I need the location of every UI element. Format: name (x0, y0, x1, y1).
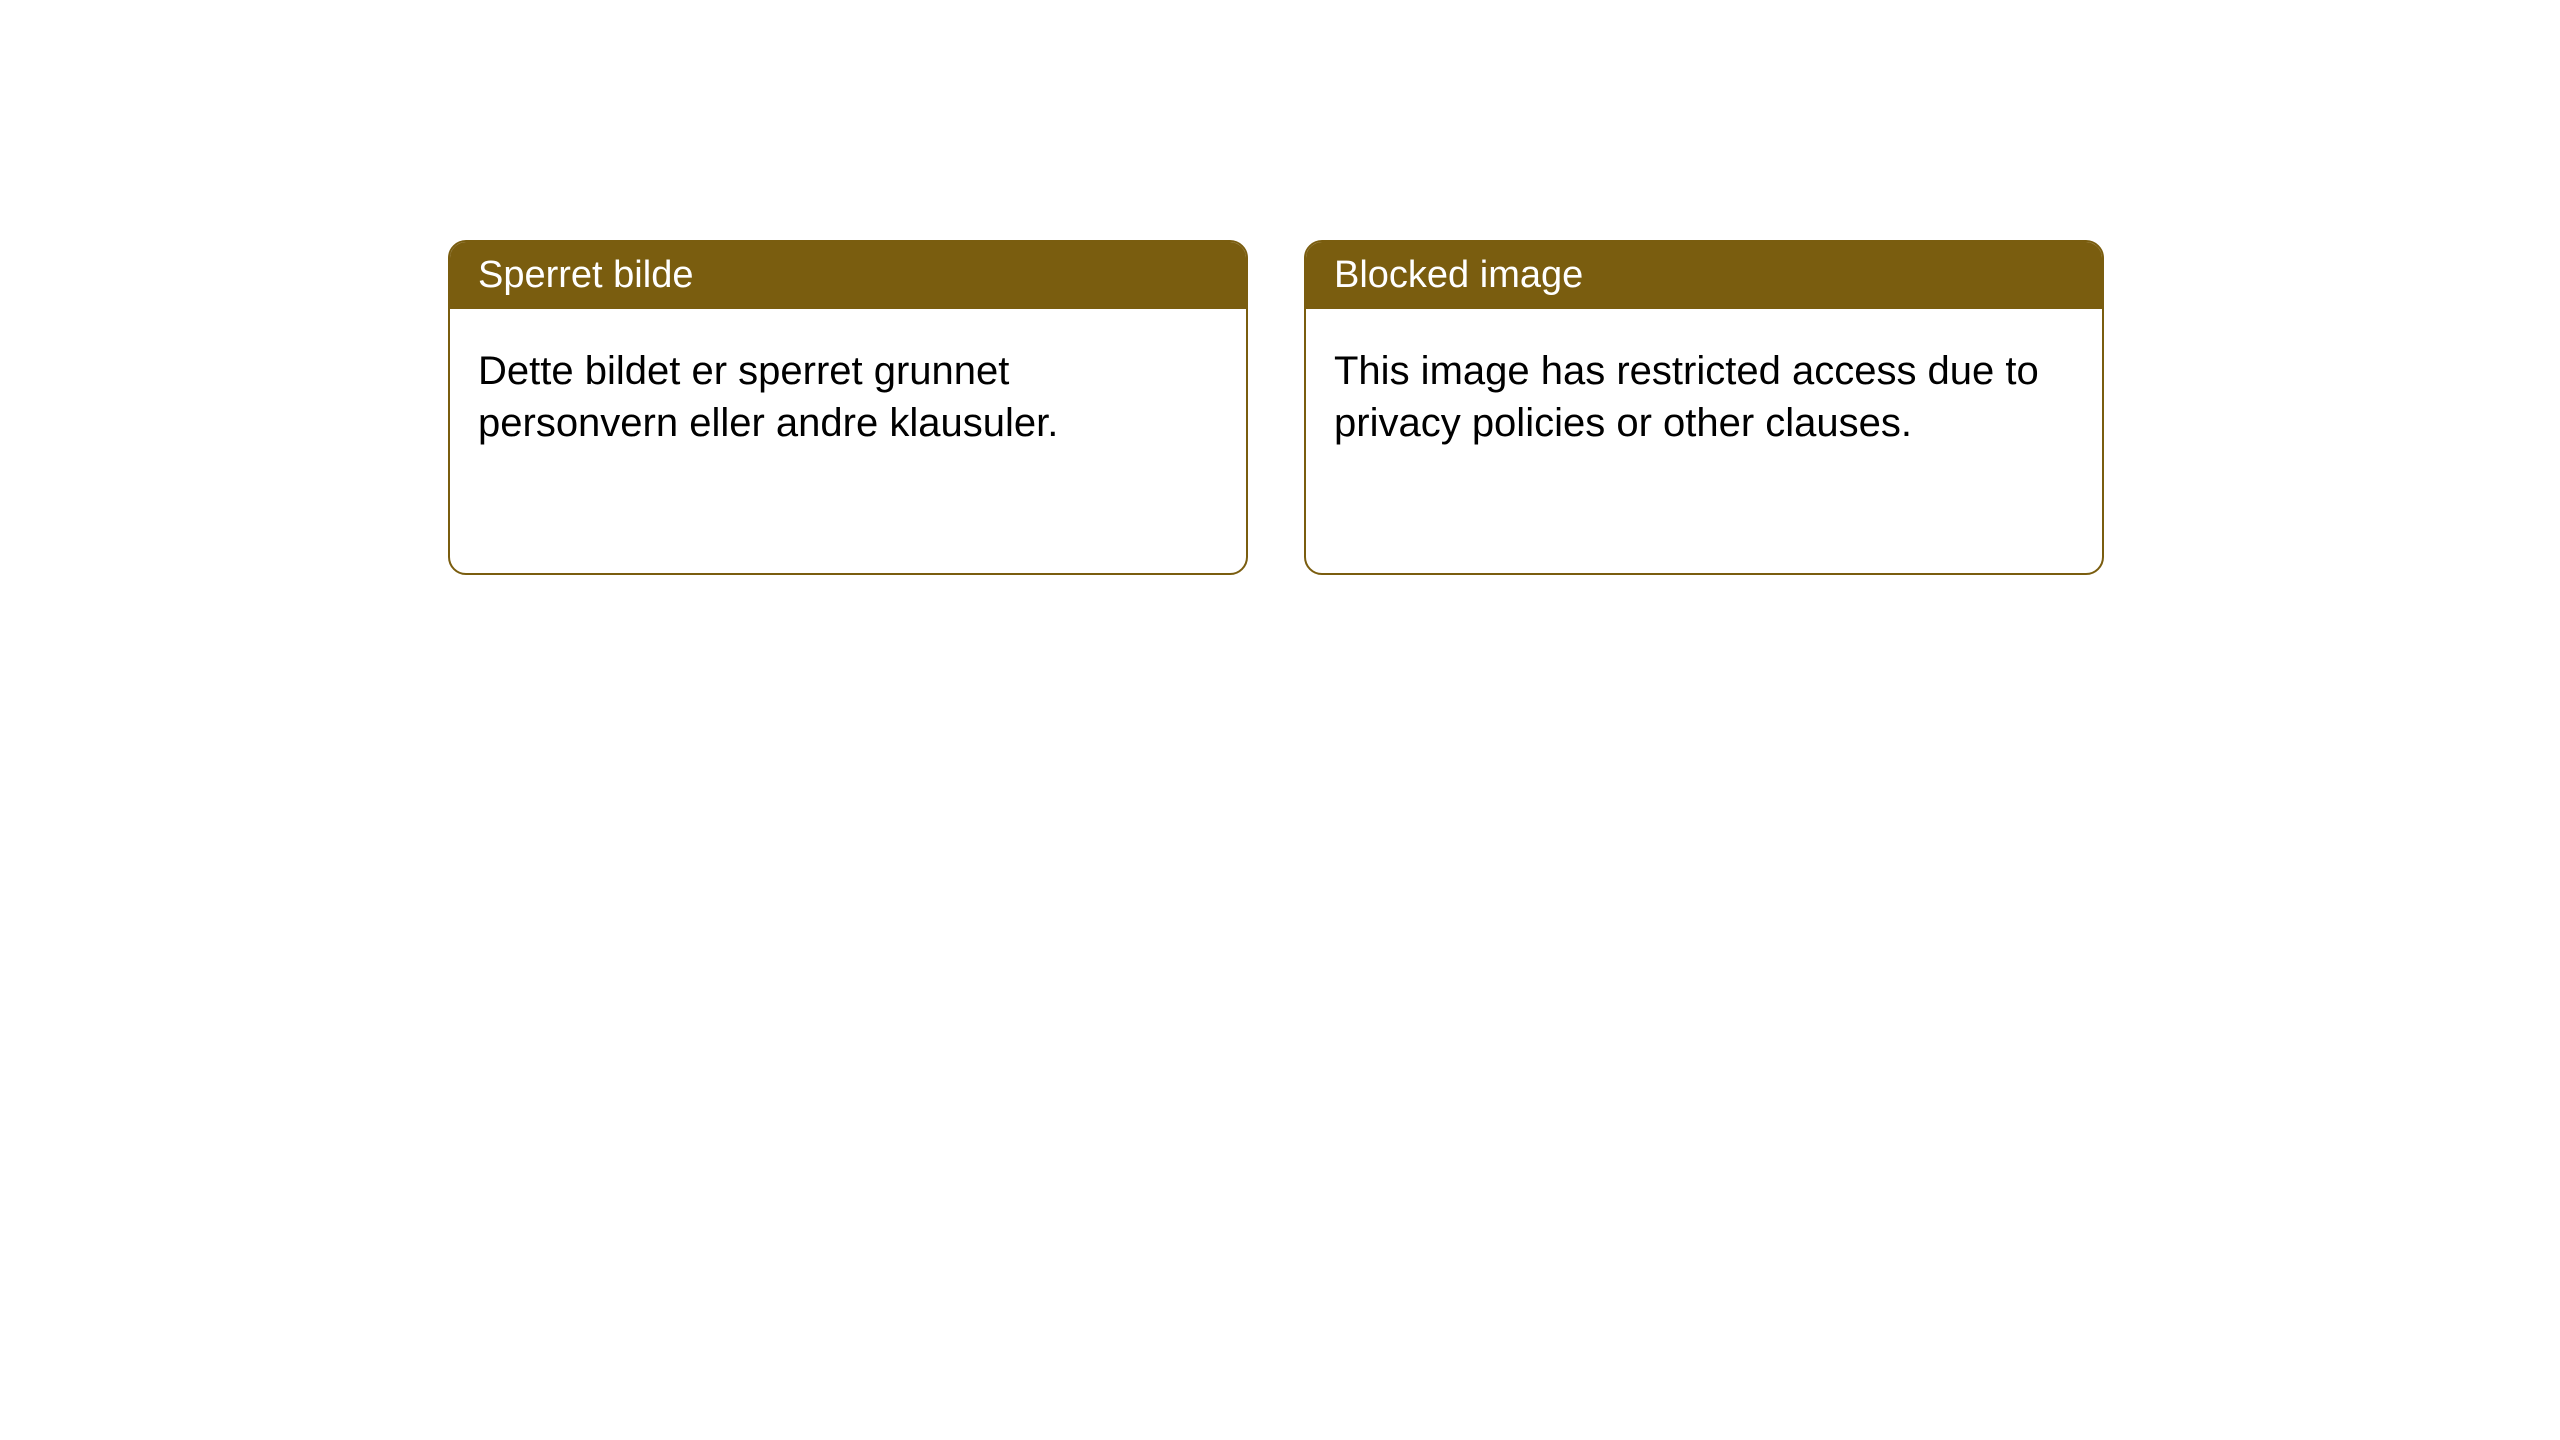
card-title: Blocked image (1334, 254, 1583, 296)
notice-card-norwegian: Sperret bilde Dette bildet er sperret gr… (448, 240, 1248, 575)
card-title: Sperret bilde (478, 254, 693, 296)
card-body: This image has restricted access due to … (1306, 309, 2102, 485)
card-body-text: This image has restricted access due to … (1334, 349, 2039, 445)
notice-card-english: Blocked image This image has restricted … (1304, 240, 2104, 575)
card-header: Blocked image (1306, 242, 2102, 309)
card-header: Sperret bilde (450, 242, 1246, 309)
card-body: Dette bildet er sperret grunnet personve… (450, 309, 1246, 485)
card-body-text: Dette bildet er sperret grunnet personve… (478, 349, 1058, 445)
notice-container: Sperret bilde Dette bildet er sperret gr… (0, 0, 2560, 575)
